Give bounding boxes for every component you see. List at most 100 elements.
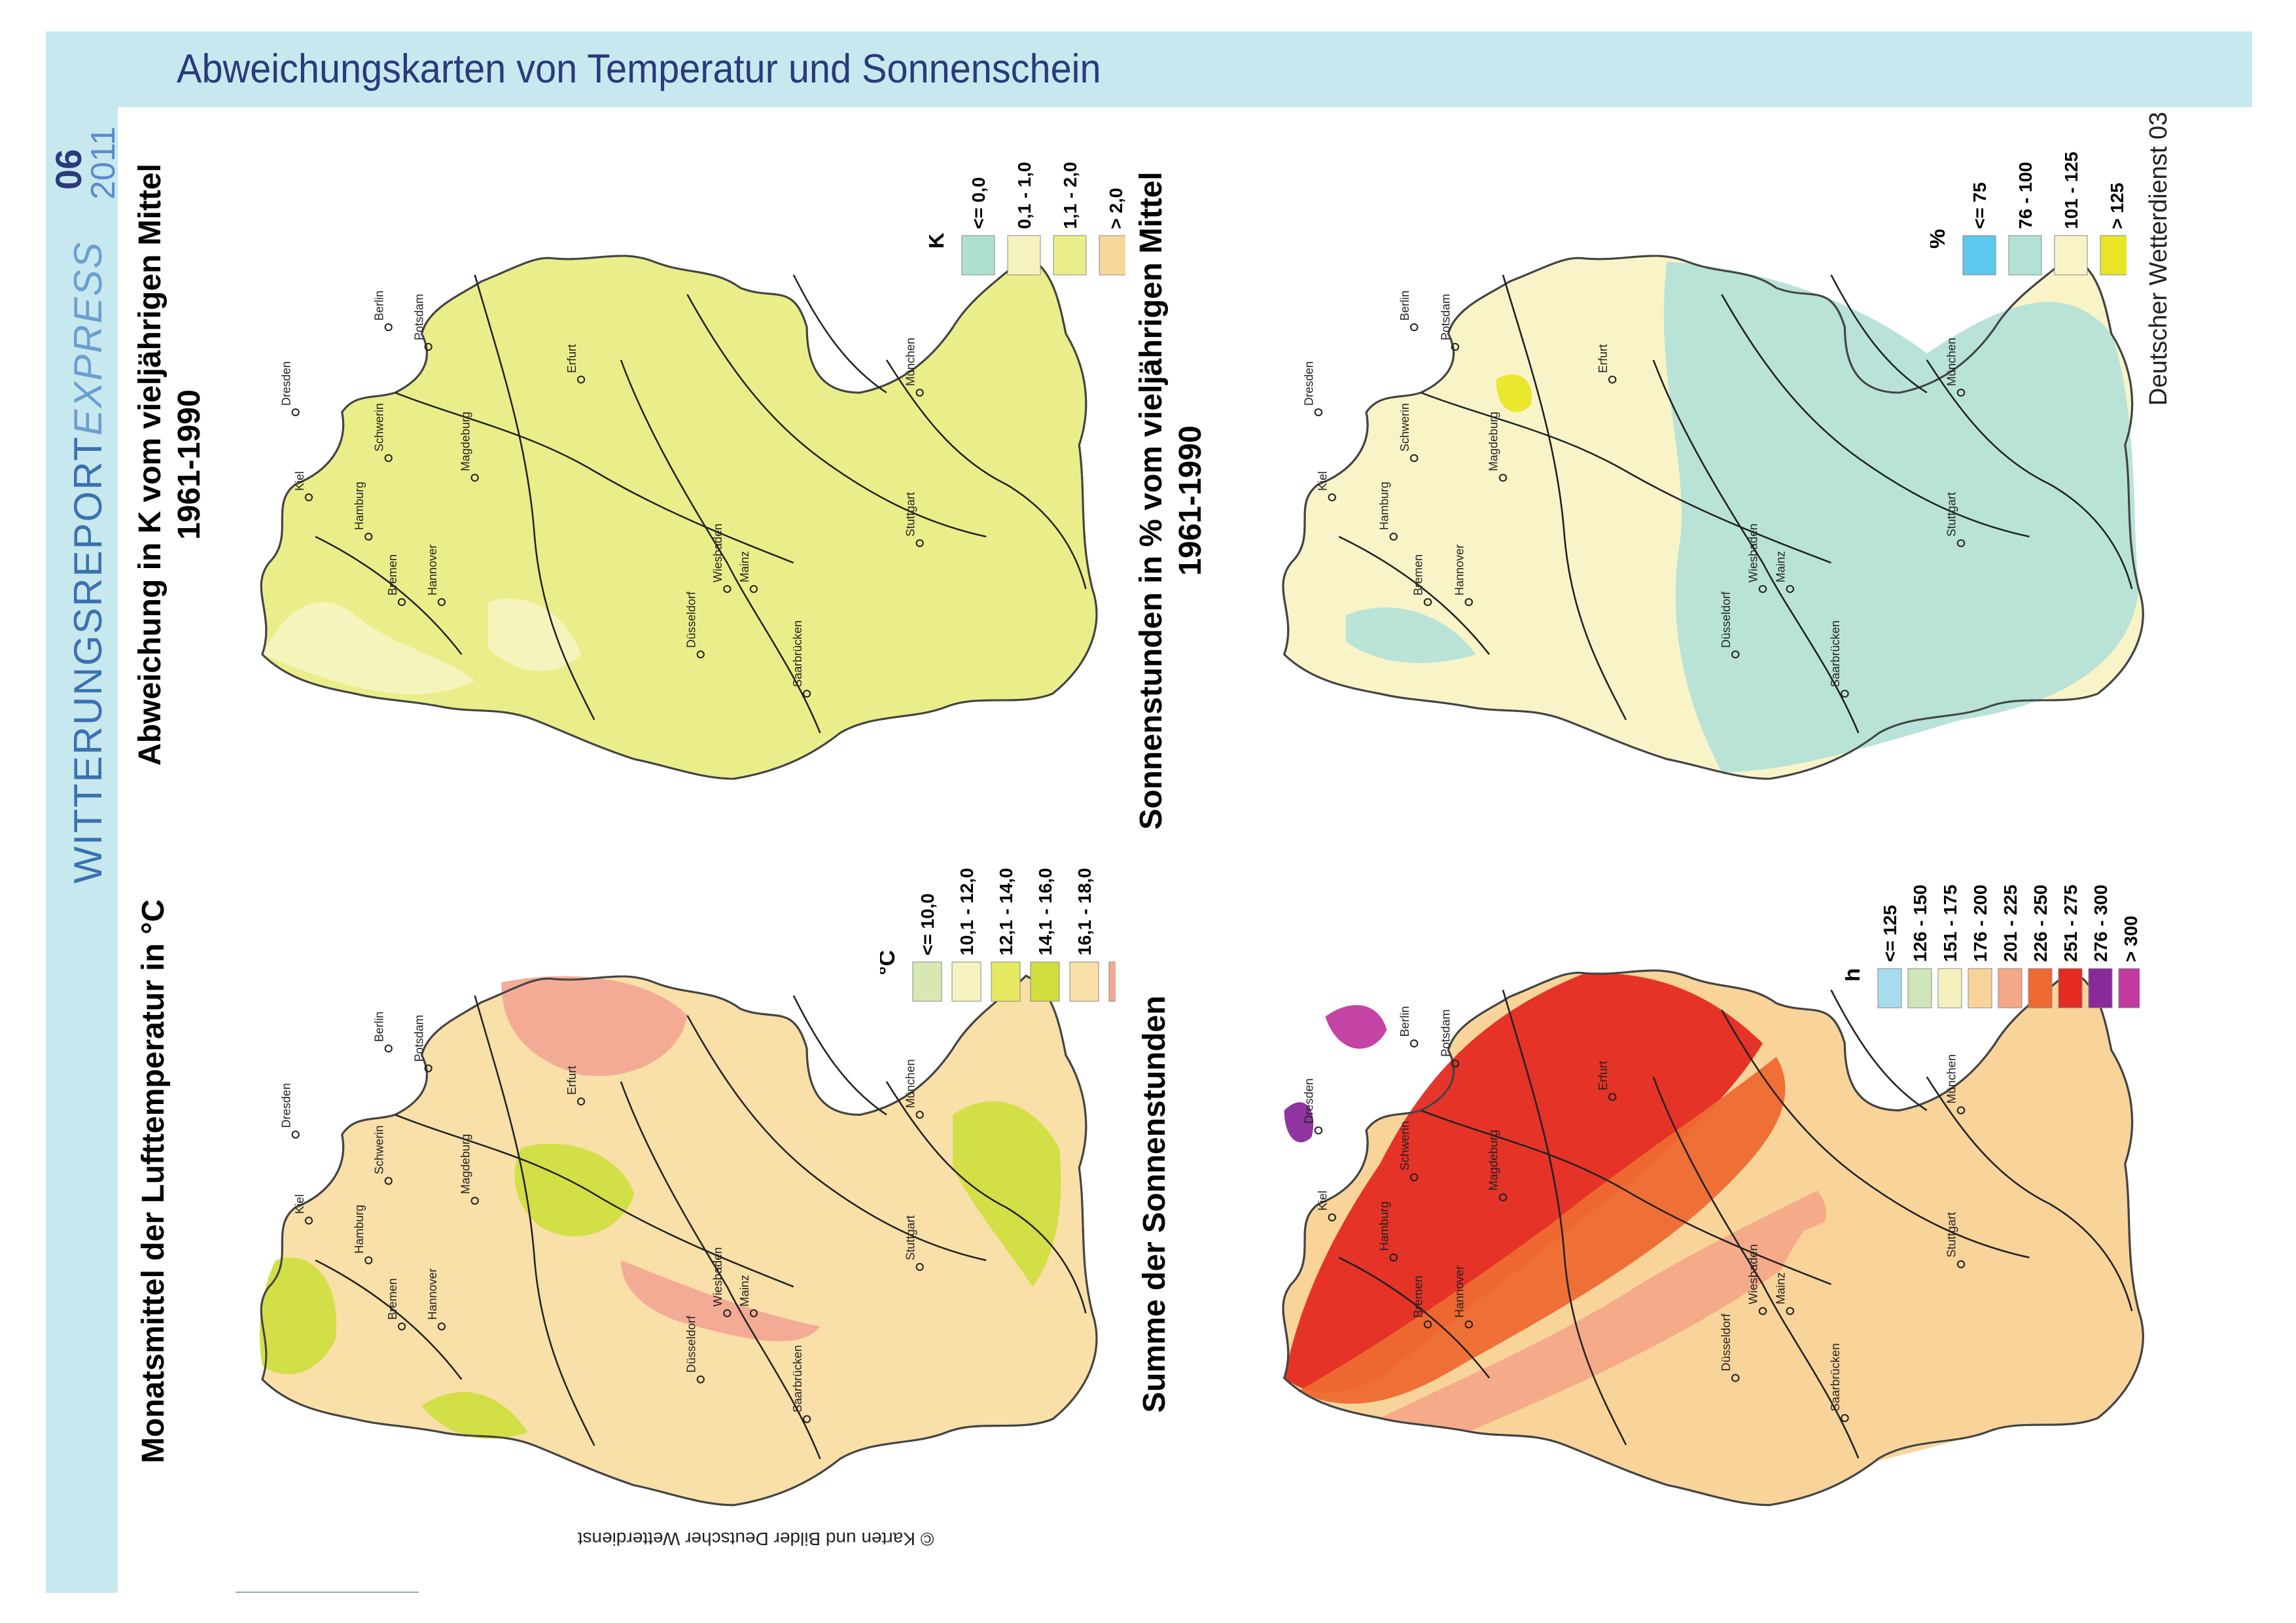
city-marker [1464, 1320, 1474, 1329]
map-boundary-line [395, 391, 794, 564]
legend-temp-deviation: K <= 0,0 0,1 - 1,0 1,1 - 2,0 > 2,0 [924, 111, 1133, 281]
city-marker [424, 1064, 433, 1073]
footer-divider [236, 1592, 419, 1593]
legend-swatch [2058, 968, 2083, 1008]
map-boundary-line [474, 995, 595, 1446]
legend-label: 16,1 - 18,0 [1074, 868, 1095, 955]
map-title-line2: 1961-1990 [172, 389, 207, 540]
map-region [259, 1257, 337, 1374]
city-label: Stuttgart [1944, 492, 1958, 537]
map-region [953, 1101, 1061, 1287]
legend-label: 0,1 - 1,0 [1014, 162, 1034, 229]
map-title-sun-sum: Summe der Sonnenstunden [1135, 975, 1174, 1433]
map-panel-sun-percent: Kiel Hamburg Schwerin Bremen Hannover Berlin P… [1243, 196, 2159, 785]
city-label: Hamburg [353, 482, 366, 530]
legend-swatch [951, 961, 981, 1002]
city-label: Erfurt [1595, 344, 1609, 373]
city-marker [1956, 1260, 1966, 1268]
city-label: Magdeburg [1486, 412, 1500, 471]
legend-swatch [1069, 961, 1099, 1002]
map-region [1284, 972, 1763, 1393]
city-marker [1409, 454, 1419, 462]
city-marker [1409, 1173, 1419, 1182]
city-marker [803, 1415, 811, 1423]
city-label: Potsdam [412, 1015, 425, 1062]
city-marker [1956, 539, 1966, 547]
city-marker [1608, 376, 1617, 383]
city-marker [470, 1196, 479, 1205]
legend-sun-percent: % <= 75 76 - 100 101 - 125 > 125 [1925, 124, 2134, 281]
brand-accent: EXPRESS [66, 241, 110, 436]
city-marker [696, 1375, 705, 1383]
map-boundary-line [686, 294, 987, 538]
map-region [1663, 262, 2139, 772]
city-label: Erfurt [1596, 1060, 1610, 1090]
city-label: München [1944, 1054, 1958, 1104]
map-boundary-line [1421, 1109, 1831, 1285]
city-marker [1451, 1059, 1460, 1068]
legend-label: 12,1 - 14,0 [996, 868, 1016, 955]
map-boundary-line [1721, 294, 2030, 538]
legend-swatch [2100, 235, 2134, 276]
map-title-sun-percent: Sonnenstunden in % vom vieljährigen Mitt… [1132, 144, 1210, 857]
legend-swatch [912, 961, 942, 1002]
copyright-note: © Karten und Bilder Deutscher Wetterdien… [577, 1529, 934, 1549]
legend-label: <= 125 [1880, 905, 1900, 962]
city-marker [1758, 1307, 1767, 1315]
city-label: Stuttgart [904, 492, 917, 537]
city-marker [915, 389, 924, 397]
map-region [514, 1143, 635, 1237]
brand-title: WITTERUNGSREPORTEXPRESS [65, 241, 111, 883]
city-marker [1841, 690, 1849, 698]
city-marker [1423, 1320, 1432, 1329]
city-marker [424, 343, 433, 351]
issue-year: 2011 [84, 126, 122, 200]
map-region [1325, 1005, 1387, 1049]
city-label: Kiel [1315, 471, 1329, 491]
legend-swatch [1030, 961, 1060, 1002]
city-label: Dresden [1301, 1079, 1315, 1124]
legend-label: > 300 [2121, 916, 2140, 962]
legend-swatch [2028, 968, 2053, 1008]
city-label: Berlin [372, 291, 385, 321]
city-label: Bremen [385, 1278, 399, 1320]
map-boundary-line [1338, 535, 1491, 655]
map-panel-temp-mean: Kiel Hamburg Schwerin Bremen Hannover Berlin P… [222, 916, 1112, 1512]
city-marker [915, 539, 924, 547]
city-label: Schwerin [1397, 403, 1411, 452]
city-marker [470, 474, 479, 482]
city-label: München [904, 338, 917, 386]
city-marker [384, 1177, 393, 1185]
map-boundary-line [1502, 274, 1627, 721]
map-border [1282, 969, 2144, 1507]
city-label: Hamburg [1377, 482, 1390, 530]
sidebar [46, 107, 118, 1593]
city-marker [1956, 389, 1966, 397]
city-label: Hannover [426, 544, 439, 596]
legend-swatch [2118, 968, 2143, 1008]
map-title-line2: 1961-1990 [1173, 425, 1208, 576]
legend-label: 176 - 200 [1970, 885, 1990, 962]
city-label: Hannover [1452, 544, 1466, 596]
legend-swatch [961, 235, 995, 276]
legend-unit: h [1845, 968, 1865, 982]
map-boundary-line [1830, 274, 1928, 394]
map-boundary-line [1926, 1076, 2133, 1311]
city-marker [437, 598, 446, 606]
map-panel-sun-sum: Kiel Hamburg Schwerin Bremen Hannover Berlin P… [1243, 910, 2159, 1512]
city-label: Düsseldorf [684, 1315, 698, 1373]
map-title-line1: Sonnenstunden in % vom vieljährigen Mitt… [1134, 171, 1169, 830]
map-region [1345, 607, 1476, 664]
map-region [501, 976, 688, 1077]
city-label: Saarbrücken [791, 620, 804, 687]
legend-label: <= 10,0 [917, 893, 938, 955]
city-marker [1409, 1039, 1419, 1048]
legend-swatch [1053, 235, 1087, 276]
map-boundary-line [620, 1081, 821, 1459]
city-marker [1423, 598, 1432, 606]
city-marker [915, 1111, 924, 1119]
city-label: Hamburg [352, 1205, 366, 1254]
map-boundary-line [474, 274, 595, 721]
city-marker [696, 651, 705, 658]
city-label: Hamburg [1377, 1202, 1390, 1251]
